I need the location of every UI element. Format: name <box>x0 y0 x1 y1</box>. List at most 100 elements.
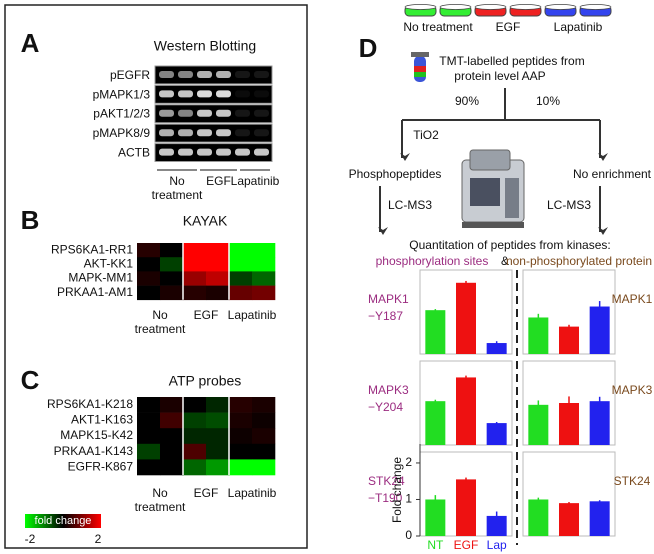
percent: 10% <box>536 94 560 108</box>
blot-band <box>254 148 269 156</box>
x-tick-label: Lap <box>487 538 507 552</box>
heat-cell <box>206 428 230 445</box>
blot-band <box>178 148 193 156</box>
heat-cell <box>252 397 276 413</box>
blot-band <box>178 90 193 98</box>
legend-amp: & <box>501 254 509 268</box>
heat-cell <box>160 271 184 286</box>
legend-sites: phosphorylation sites <box>376 254 489 268</box>
heat-cell <box>206 285 230 301</box>
bar <box>559 403 579 445</box>
heat-cell <box>137 257 161 272</box>
bar <box>486 515 507 536</box>
heat-cell <box>206 397 230 413</box>
bar <box>528 499 549 536</box>
row-label: pMAPK8/9 <box>93 126 151 140</box>
branch-label: Phosphopeptides <box>349 167 442 181</box>
condition-label: Lapatinib <box>228 486 277 500</box>
condition-label: treatment <box>135 322 186 336</box>
site-label: −Y204 <box>368 400 403 414</box>
heat-cell <box>206 412 230 429</box>
blot-band <box>235 129 250 137</box>
heat-cell <box>229 459 253 476</box>
panel-title: Western Blotting <box>154 38 256 54</box>
dish-lid <box>474 4 507 10</box>
blot-band <box>235 90 250 98</box>
blot-band <box>159 148 174 156</box>
condition-label: treatment <box>135 500 186 514</box>
dish-lid <box>439 4 472 10</box>
heat-cell <box>160 412 184 429</box>
condition-label: No <box>152 486 168 500</box>
heat-cell <box>229 443 253 460</box>
heat-cell <box>229 428 253 445</box>
blot-band <box>216 71 231 78</box>
dish-lid <box>544 4 577 10</box>
bar <box>589 306 610 354</box>
blot-band <box>159 71 174 78</box>
branch-label: No enrichment <box>573 167 652 181</box>
y-tick-label: 0 <box>405 528 412 542</box>
blot-row <box>154 123 273 143</box>
heat-cell <box>229 243 253 258</box>
site-label: STK24 <box>368 474 405 488</box>
step-label: LC-MS3 <box>547 198 591 212</box>
protein-label: STK24 <box>614 474 651 488</box>
panel-title: KAYAK <box>183 213 228 229</box>
blot-band <box>254 90 269 98</box>
blot-row <box>154 143 273 163</box>
row-label: EGFR-K867 <box>68 459 134 473</box>
heat-cell <box>206 243 230 258</box>
dish-lid <box>579 4 612 10</box>
heat-cell <box>160 459 184 476</box>
dish-label: EGF <box>496 20 521 34</box>
protein-label: MAPK1 <box>612 292 653 306</box>
blot-band <box>197 129 212 137</box>
heat-cell <box>183 459 207 476</box>
condition-label: EGF <box>194 486 219 500</box>
step-label: TiO2 <box>413 128 439 142</box>
blot-band <box>216 109 231 117</box>
blot-band <box>235 109 250 117</box>
panel-letter: A <box>21 28 40 58</box>
bar <box>425 401 446 445</box>
condition-label: No <box>169 174 185 188</box>
protein-label: MAPK3 <box>612 383 653 397</box>
site-label: −Y187 <box>368 309 403 323</box>
bar <box>456 377 476 445</box>
heat-cell <box>160 428 184 445</box>
bar <box>456 282 476 354</box>
x-tick-label: NT <box>427 538 444 552</box>
bar <box>486 343 507 354</box>
heat-cell <box>229 257 253 272</box>
condition-label: EGF <box>206 174 231 188</box>
condition-label: treatment <box>152 188 203 202</box>
blot-band <box>197 148 212 156</box>
condition-label: Lapatinib <box>231 174 280 188</box>
blot-band <box>254 71 269 78</box>
blot-band <box>235 71 250 78</box>
row-label: AKT1-K163 <box>71 413 133 427</box>
blot-row <box>154 104 273 124</box>
sample-tube <box>411 52 429 82</box>
bar <box>425 310 446 354</box>
row-label: MAPK15-K42 <box>60 428 133 442</box>
bar <box>456 479 476 536</box>
heat-cell <box>206 271 230 286</box>
heat-cell <box>252 271 276 286</box>
heat-cell <box>160 243 184 258</box>
site-label: MAPK1 <box>368 292 409 306</box>
heat-cell <box>206 443 230 460</box>
heat-cell <box>252 257 276 272</box>
row-label: pEGFR <box>110 68 150 82</box>
panel-letter: B <box>21 205 40 235</box>
blot-band <box>178 129 193 137</box>
heat-cell <box>229 285 253 301</box>
heat-cell <box>252 428 276 445</box>
legend-proteins: non-phosphorylated protein <box>506 254 652 268</box>
heat-cell <box>252 285 276 301</box>
condition-label: EGF <box>194 308 219 322</box>
heat-cell <box>252 443 276 460</box>
step-label: LC-MS3 <box>388 198 432 212</box>
blot-band <box>254 109 269 117</box>
